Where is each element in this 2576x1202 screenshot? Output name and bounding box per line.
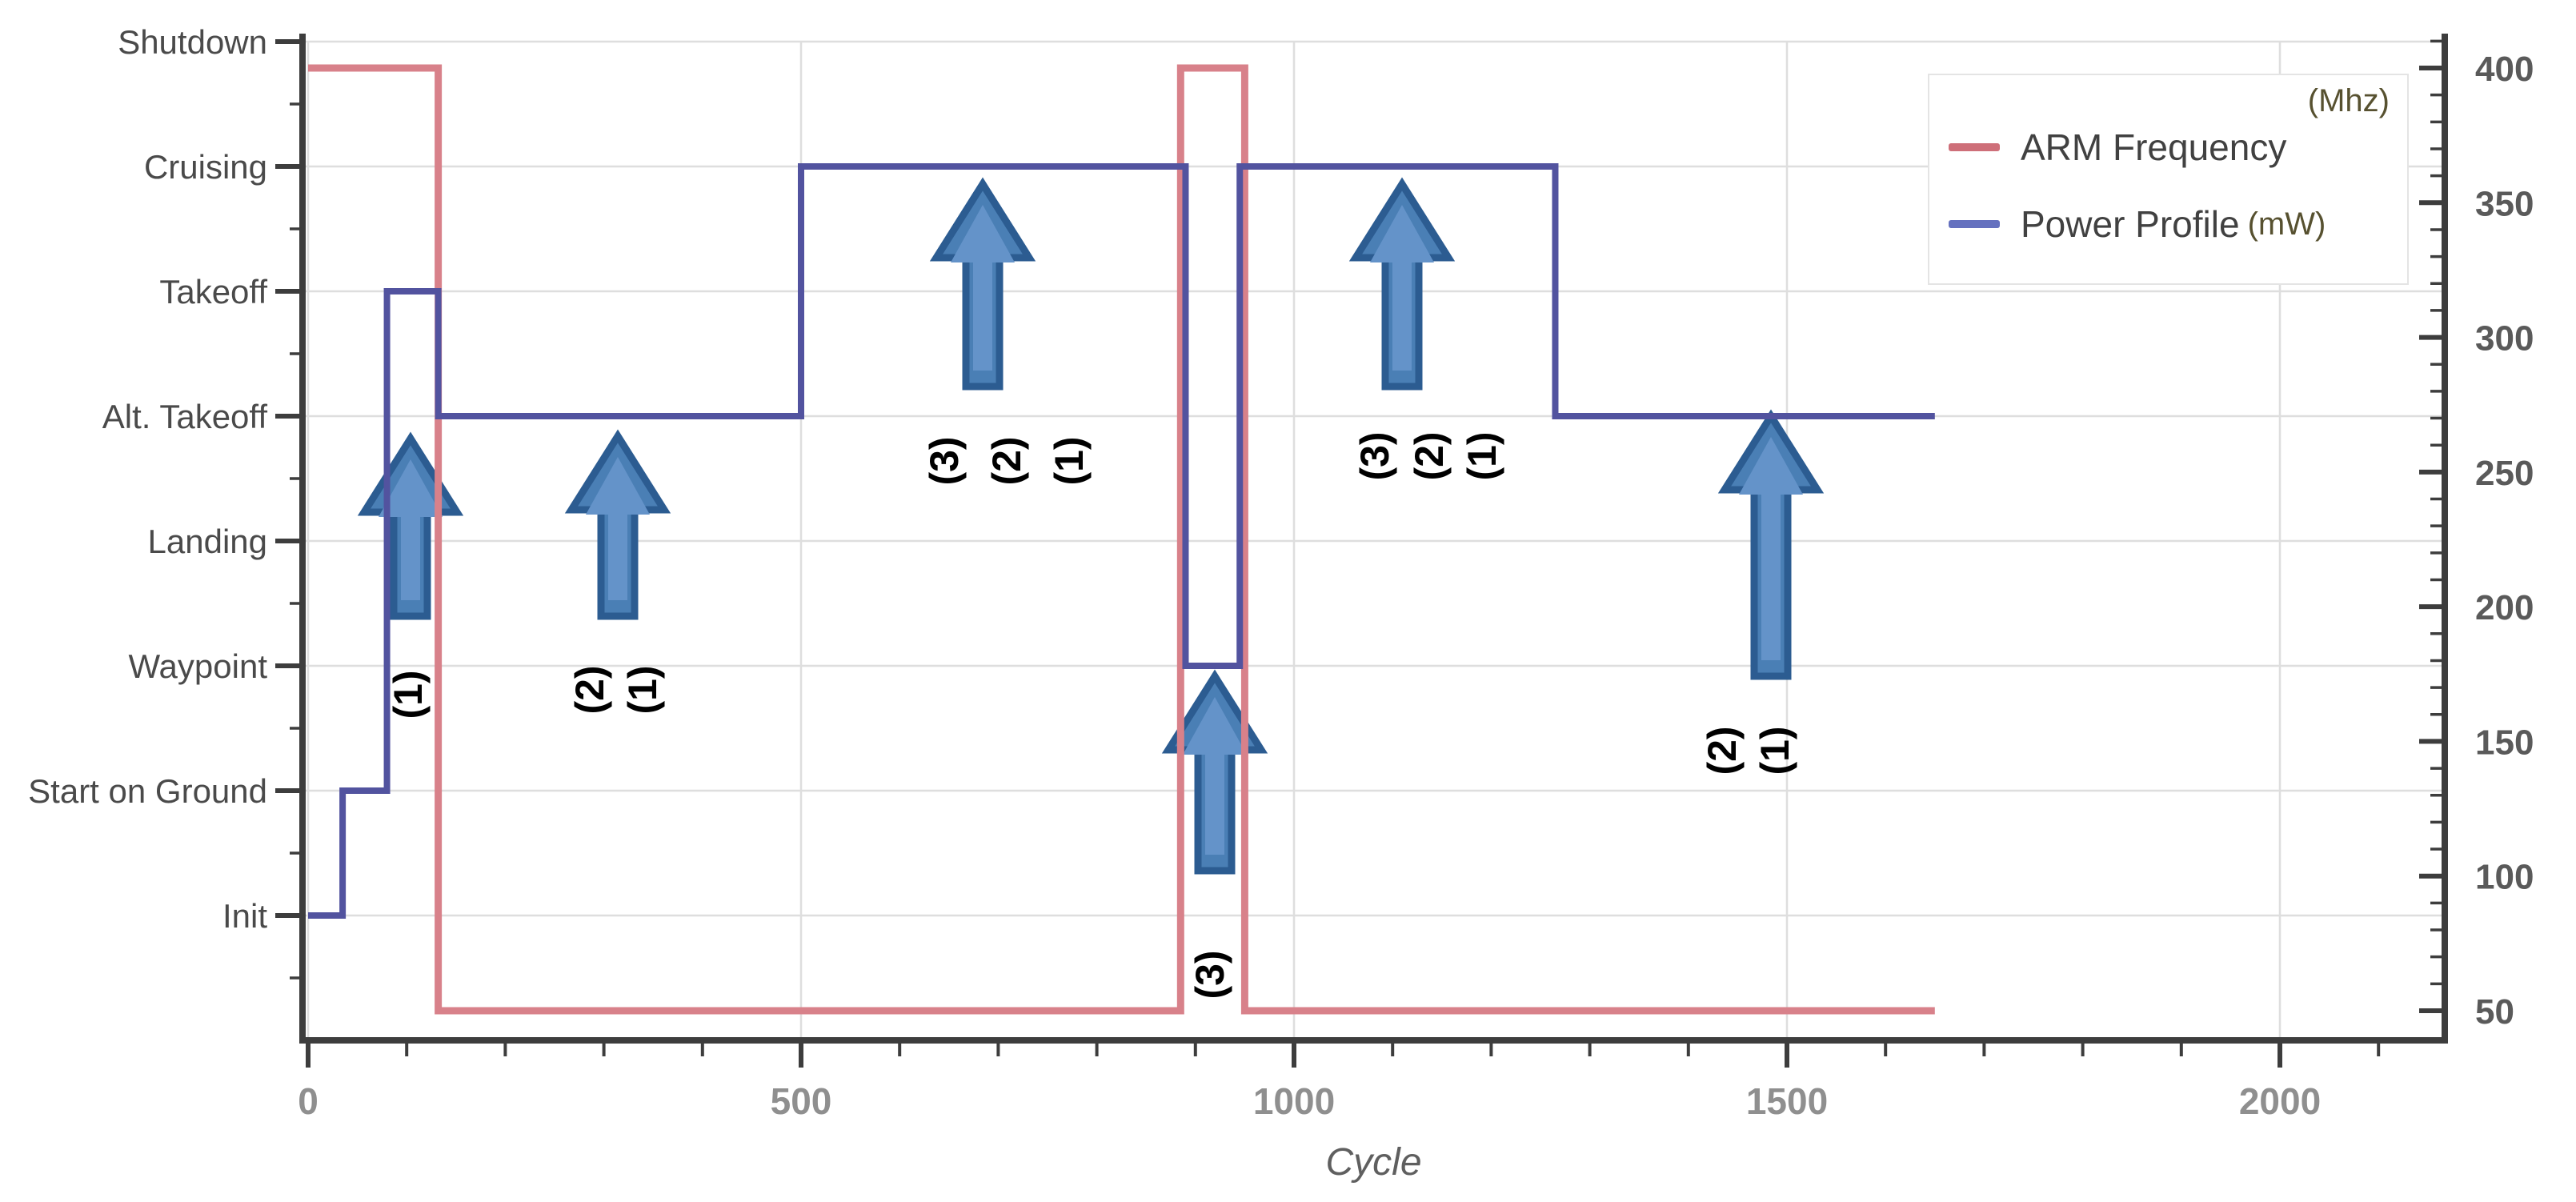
x-tick-label: 1000 [1253,1080,1335,1122]
left-axis-label: Landing [148,523,267,560]
annotation-label: (1) [1460,431,1504,480]
legend-unit-mw: (mW) [2247,206,2326,242]
right-axis-label: 400 [2475,50,2534,89]
annotation-label: (3) [922,436,967,485]
up-arrow-inner-icon [951,205,1015,371]
right-axis-label: 100 [2475,858,2534,897]
annotation-label: (3) [1188,950,1232,999]
left-axis-label: Waypoint [128,647,267,685]
legend-item-power-profile[interactable]: Power Profile (mW) [1949,203,2390,245]
right-axis-label: 50 [2475,992,2514,1032]
right-axis-label: 350 [2475,184,2534,223]
up-arrow-inner-icon [379,459,443,600]
left-axis-label: Start on Ground [28,772,267,810]
legend-unit-mhz: (Mhz) [2307,83,2390,118]
x-tick-label: 500 [771,1080,832,1122]
up-arrow-inner-icon [1183,697,1247,855]
legend-swatch-power-profile [1949,220,2000,228]
up-arrow-inner-icon [586,457,650,600]
annotation-label: (2) [984,436,1029,485]
annotation-label: (2) [567,665,612,714]
left-axis-label: Cruising [144,148,267,186]
legend: (Mhz) ARM Frequency Power Profile (mW) [1928,74,2409,285]
left-axis-label: Alt. Takeoff [102,398,268,435]
annotation-label: (1) [1753,726,1797,775]
annotation-label: (1) [1047,436,1092,485]
right-axis-label: 150 [2475,723,2534,762]
up-arrow-inner-icon [1739,437,1803,660]
annotation-label: (2) [1700,726,1745,775]
x-axis-title: Cycle [1325,1141,1421,1184]
legend-item-arm-frequency[interactable]: ARM Frequency [1949,126,2390,168]
annotation-label: (1) [386,670,431,719]
left-axis-label: Takeoff [159,273,267,311]
left-axis-label: Init [222,897,267,935]
x-tick-label: 1500 [1746,1080,1828,1122]
right-axis-label: 250 [2475,454,2534,493]
x-tick-label: 0 [298,1080,318,1122]
annotation-label: (1) [620,665,665,714]
annotation-label: (3) [1352,431,1397,480]
x-tick-label: 2000 [2239,1080,2321,1122]
arm-frequency-line [308,64,1935,1015]
right-axis-label: 200 [2475,588,2534,627]
up-arrow-inner-icon [1370,205,1434,371]
power-profile-line [308,163,1935,919]
legend-label-arm-frequency: ARM Frequency [2021,126,2287,168]
left-axis-label: Shutdown [118,23,267,61]
right-axis-label: 300 [2475,319,2534,359]
legend-swatch-arm-frequency [1949,143,2000,151]
legend-label-power-profile: Power Profile [2021,203,2240,245]
annotation-label: (2) [1407,431,1452,480]
